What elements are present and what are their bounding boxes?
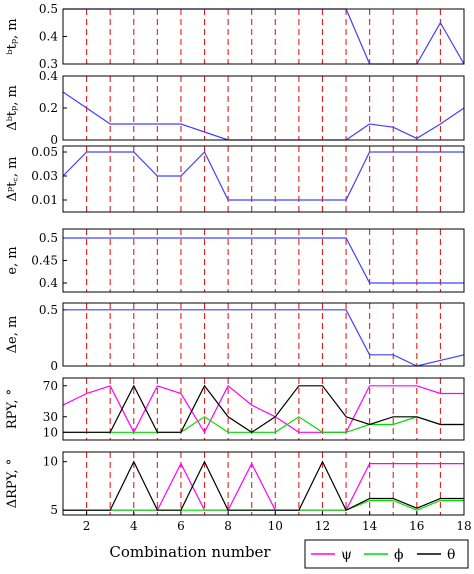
plot-frame: [62, 75, 465, 141]
y-tick-label: 0.4: [39, 30, 58, 44]
y-axis-label: ᵇtₚ, m: [5, 18, 20, 54]
x-tick-label: 10: [268, 519, 283, 533]
x-tick-label: 2: [83, 519, 91, 533]
y-tick-label: 0.3: [39, 57, 58, 71]
y-tick-label: 10: [43, 425, 58, 439]
plot-area: [63, 76, 464, 140]
y-axis-label: Δᵇtₚ, m: [5, 85, 20, 131]
x-tick-label: 16: [409, 519, 424, 533]
y-tick-label: 0: [50, 359, 58, 373]
plot-frame: [62, 302, 465, 367]
y-tick-label: 0.05: [31, 145, 58, 159]
plot-area: [63, 9, 464, 64]
y-tick-label: 0.5: [39, 231, 58, 245]
y-tick-label: 0.01: [31, 193, 58, 207]
legend-label-2: ϕ: [394, 547, 404, 563]
y-tick-label: 0.03: [31, 169, 58, 183]
series-line-6-1: [62, 384, 464, 434]
series-line-3-1: [62, 150, 464, 201]
plot-area: [63, 452, 464, 515]
x-axis: 2 4 6 8 10 12 14 16 18: [83, 511, 472, 533]
panel-3: 0.01 0.03 0.05 Δᵖt꜀, m: [5, 145, 465, 213]
y-tick-label: 30: [43, 410, 58, 424]
plot-area: [63, 146, 464, 212]
x-axis-label: Combination number: [109, 543, 271, 561]
panel-4: 0.4 0.45 0.5 e, m: [5, 228, 465, 293]
panel-7: 5 10 ΔRPY, °: [5, 451, 465, 517]
legend-label-1: ψ: [341, 547, 352, 563]
y-tick-label: 10: [43, 455, 58, 469]
panel-2: 0 0.2 0.4 Δᵇtₚ, m: [5, 69, 465, 147]
x-tick-label: 6: [177, 519, 185, 533]
x-tick-label: 4: [130, 519, 138, 533]
y-axis-label: ΔRPY, °: [5, 459, 20, 509]
y-tick-label: 0.2: [39, 101, 58, 115]
plot-frame: [62, 377, 465, 441]
plot-area: [63, 229, 464, 292]
series-line-6-2: [63, 416, 464, 433]
x-tick-label: 18: [456, 519, 471, 533]
y-tick-label: 0.45: [31, 254, 58, 268]
panel-1: 0.3 0.4 0.5 ᵇtₚ, m: [5, 2, 465, 71]
y-tick-label: 0.4: [39, 69, 58, 83]
y-tick-label: 0: [50, 133, 58, 147]
y-axis-label: Δᵖt꜀, m: [5, 157, 20, 202]
series-line-5-1: [63, 309, 465, 367]
plot-area: [63, 303, 464, 366]
plot-frame: [62, 228, 465, 293]
y-tick-label: 0.5: [39, 303, 58, 317]
y-axis-label: RPY, °: [5, 389, 20, 429]
plot-frame: [62, 451, 465, 516]
plot-frame: [62, 145, 465, 213]
panel-5: 0 0.5 Δe, m: [5, 302, 465, 373]
y-axis-label: Δe, m: [5, 316, 20, 354]
plot-area: [63, 378, 464, 440]
y-tick-label: 5: [50, 503, 58, 517]
x-tick-label: 8: [224, 519, 232, 533]
y-tick-label: 0.4: [39, 276, 58, 290]
x-tick-label: 12: [315, 519, 330, 533]
plot-frame: [62, 8, 465, 65]
legend-label-3: θ: [447, 547, 455, 563]
y-tick-label: 70: [43, 379, 58, 393]
series-line-4-1: [63, 237, 464, 284]
series-line-7-3: [63, 460, 464, 512]
x-tick-label: 14: [362, 519, 378, 533]
series-line-6-3: [63, 384, 464, 434]
y-tick-label: 0.5: [39, 2, 58, 16]
y-axis-label: e, m: [5, 246, 20, 274]
